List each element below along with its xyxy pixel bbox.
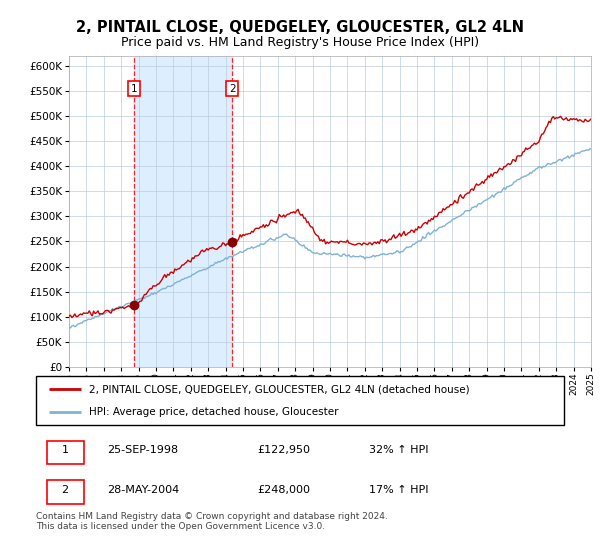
FancyBboxPatch shape bbox=[36, 376, 564, 424]
Text: 2: 2 bbox=[229, 83, 236, 94]
Text: 28-MAY-2004: 28-MAY-2004 bbox=[107, 484, 179, 494]
Text: 25-SEP-1998: 25-SEP-1998 bbox=[107, 445, 178, 455]
Text: 32% ↑ HPI: 32% ↑ HPI bbox=[368, 445, 428, 455]
Text: £248,000: £248,000 bbox=[258, 484, 311, 494]
FancyBboxPatch shape bbox=[47, 441, 83, 464]
Text: 2, PINTAIL CLOSE, QUEDGELEY, GLOUCESTER, GL2 4LN: 2, PINTAIL CLOSE, QUEDGELEY, GLOUCESTER,… bbox=[76, 20, 524, 35]
Text: 2, PINTAIL CLOSE, QUEDGELEY, GLOUCESTER, GL2 4LN (detached house): 2, PINTAIL CLOSE, QUEDGELEY, GLOUCESTER,… bbox=[89, 384, 469, 394]
Text: 17% ↑ HPI: 17% ↑ HPI bbox=[368, 484, 428, 494]
Text: 1: 1 bbox=[62, 445, 68, 455]
FancyBboxPatch shape bbox=[47, 480, 83, 503]
Text: £122,950: £122,950 bbox=[258, 445, 311, 455]
Text: 2: 2 bbox=[61, 484, 68, 494]
Text: Price paid vs. HM Land Registry's House Price Index (HPI): Price paid vs. HM Land Registry's House … bbox=[121, 36, 479, 49]
Text: HPI: Average price, detached house, Gloucester: HPI: Average price, detached house, Glou… bbox=[89, 407, 338, 417]
Text: Contains HM Land Registry data © Crown copyright and database right 2024.
This d: Contains HM Land Registry data © Crown c… bbox=[36, 512, 388, 531]
Text: 1: 1 bbox=[131, 83, 137, 94]
Bar bbox=[134, 56, 232, 367]
